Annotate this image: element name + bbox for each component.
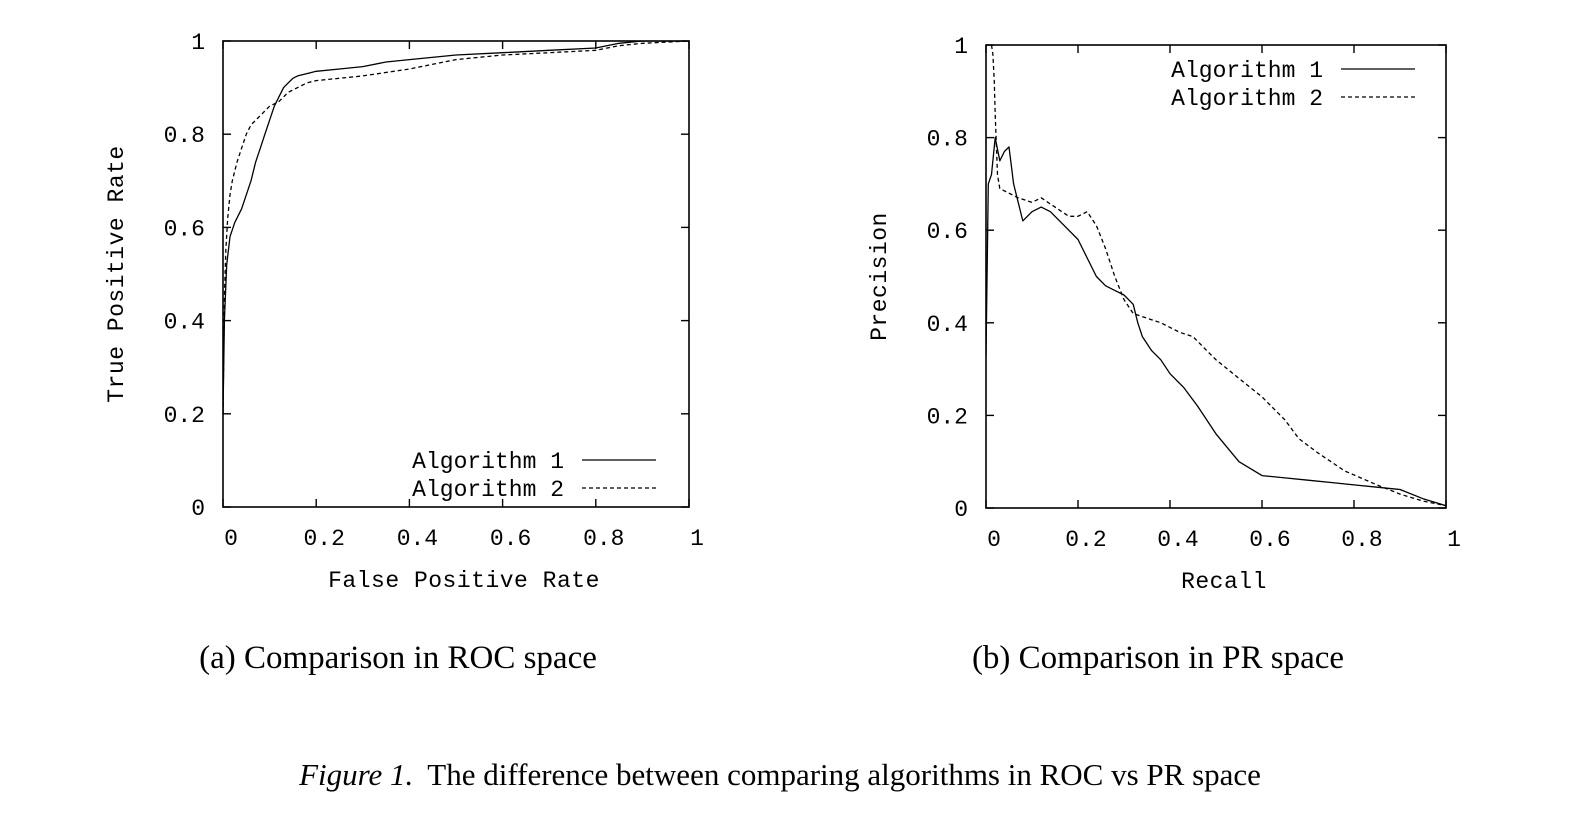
pr-y-tick-label: 1 (954, 34, 968, 60)
pr-plot-frame (985, 44, 1447, 509)
pr-y-tick-label: 0.8 (927, 127, 968, 153)
pr-y-tick-label: 0.4 (927, 312, 968, 338)
roc-y-axis-label: True Positive Rate (104, 145, 130, 402)
roc-y-tick-label: 0.6 (164, 216, 205, 242)
pr-x-tick-label: 0.4 (1157, 527, 1198, 553)
pr-y-tick-label: 0.2 (927, 404, 968, 430)
roc-y-tick-label: 0 (191, 496, 205, 522)
roc-series-line-algorithm-1 (223, 41, 689, 414)
pr-series-line-algorithm-2 (990, 45, 1446, 507)
pr-series-line-algorithm-1 (986, 136, 1446, 507)
roc-x-tick-label: 0.2 (303, 526, 344, 552)
roc-x-axis-label: False Positive Rate (328, 568, 600, 594)
pr-legend-label-algorithm-1: Algorithm 1 (1171, 58, 1323, 84)
pr-x-tick-label: 1 (1447, 527, 1461, 553)
pr-y-tick-label: 0 (954, 497, 968, 523)
roc-x-tick-label: 0.4 (397, 526, 438, 552)
pr-plot-marks: 0 0.2 0.4 0.6 0.8 1 0 0.2 0.4 0.6 0.8 1 Recall Precis… (867, 34, 1461, 595)
roc-x-tick-label: 0 (224, 526, 238, 552)
roc-y-tick-label: 1 (191, 30, 205, 56)
pr-x-tick-label: 0 (987, 527, 1001, 553)
pr-x-tick-label: 0.6 (1249, 527, 1290, 553)
roc-x-tick-label: 0.8 (583, 526, 624, 552)
roc-chart: 0 0.2 0.4 0.6 0.8 1 0 0.2 0.4 0.6 0.8 1 False Positi… (104, 30, 704, 676)
roc-x-tick-label: 0.6 (490, 526, 531, 552)
roc-legend-label-algorithm-1: Algorithm 1 (412, 449, 564, 475)
figure-caption: Figure 1. The difference between comparin… (298, 757, 1261, 792)
pr-y-tick-label: 0.6 (927, 219, 968, 245)
roc-plot-marks: 0 0.2 0.4 0.6 0.8 1 0 0.2 0.4 0.6 0.8 1 False Positi… (104, 30, 704, 594)
figure-caption-label: Figure 1. (298, 757, 413, 792)
pr-x-tick-label: 0.2 (1065, 527, 1106, 553)
pr-y-axis-label: Precision (867, 212, 893, 341)
pr-legend-label-algorithm-2: Algorithm 2 (1171, 86, 1323, 112)
pr-chart: 0 0.2 0.4 0.6 0.8 1 0 0.2 0.4 0.6 0.8 1 Recall Precis… (867, 34, 1461, 676)
roc-y-tick-label: 0.2 (164, 403, 205, 429)
pr-x-tick-label: 0.8 (1341, 527, 1382, 553)
roc-series-line-algorithm-2 (223, 41, 689, 414)
pr-subcaption: (b) Comparison in PR space (972, 640, 1344, 676)
roc-subcaption: (a) Comparison in ROC space (199, 640, 597, 676)
roc-x-tick-label: 1 (690, 526, 704, 552)
roc-y-tick-label: 0.8 (164, 123, 205, 149)
roc-y-tick-label: 0.4 (164, 310, 205, 336)
roc-legend-label-algorithm-2: Algorithm 2 (412, 477, 564, 503)
roc-plot-frame (222, 40, 690, 508)
figure-caption-text: The difference between comparing algorit… (427, 757, 1261, 792)
pr-x-axis-label: Recall (1181, 569, 1267, 595)
